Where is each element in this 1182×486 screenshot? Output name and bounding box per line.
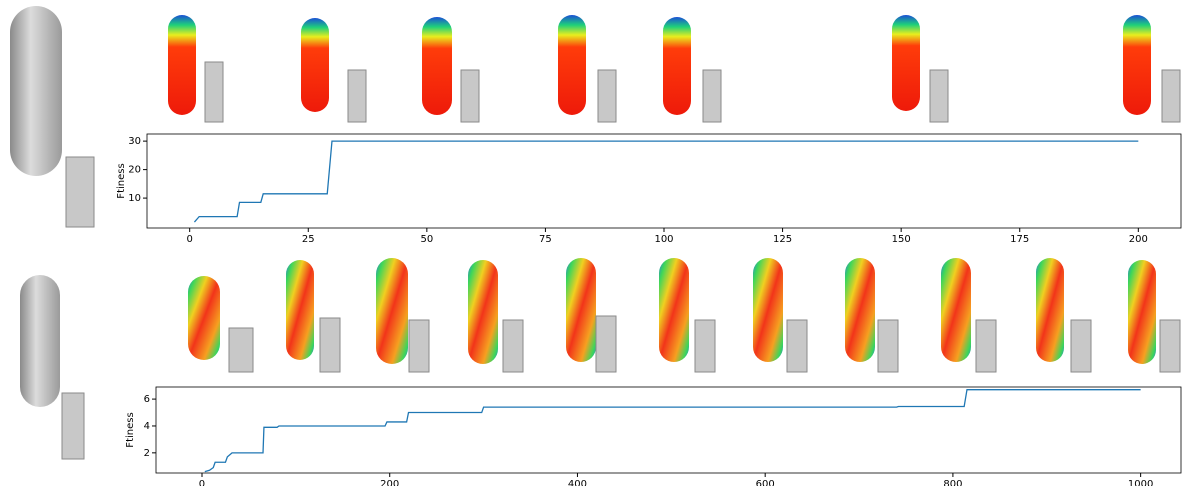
box — [596, 316, 616, 372]
capsule — [286, 260, 314, 360]
capsule — [941, 258, 971, 362]
capsule — [168, 15, 196, 115]
capsule — [376, 258, 408, 364]
shapes-row-1 — [10, 6, 1180, 227]
x-tick-label: 50 — [420, 234, 433, 245]
plot-frame — [156, 387, 1181, 473]
box — [1160, 320, 1180, 372]
y-axis-label: Ftiness — [116, 163, 127, 198]
fitness-line — [205, 390, 1141, 472]
plot-frame — [147, 134, 1181, 228]
capsule — [422, 17, 452, 115]
y-tick-label: 10 — [128, 193, 141, 204]
reference-capsule — [10, 6, 62, 176]
box — [503, 320, 523, 372]
y-tick-label: 30 — [128, 136, 141, 147]
x-tick-label: 100 — [654, 234, 673, 245]
y-tick-label: 20 — [128, 165, 141, 176]
x-tick-label: 25 — [302, 234, 315, 245]
x-tick-label: 175 — [1010, 234, 1029, 245]
x-tick-label: 400 — [568, 479, 587, 486]
y-tick-label: 6 — [144, 394, 150, 405]
capsule — [663, 17, 691, 115]
box — [976, 320, 996, 372]
capsule — [1128, 260, 1156, 364]
x-tick-label: 125 — [773, 234, 792, 245]
box — [1162, 70, 1180, 122]
box — [205, 62, 223, 122]
box — [409, 320, 429, 372]
capsule — [659, 258, 689, 362]
reference-capsule — [20, 275, 60, 407]
reference-box — [66, 157, 94, 227]
capsule — [845, 258, 875, 362]
x-tick-label: 150 — [892, 234, 911, 245]
shapes-row-2 — [20, 258, 1180, 459]
y-axis-label: Ftiness — [125, 412, 136, 447]
box — [878, 320, 898, 372]
box — [703, 70, 721, 122]
capsule — [892, 15, 920, 111]
x-tick-label: 200 — [380, 479, 399, 486]
capsule — [753, 258, 783, 362]
fitness-line — [194, 141, 1138, 222]
capsule — [468, 260, 498, 364]
box — [461, 70, 479, 122]
x-tick-label: 0 — [187, 234, 193, 245]
box — [229, 328, 253, 372]
y-tick-label: 4 — [144, 421, 150, 432]
box — [930, 70, 948, 122]
box — [348, 70, 366, 122]
capsule — [566, 258, 596, 362]
capsule — [1123, 15, 1151, 115]
capsule — [188, 276, 220, 360]
x-tick-label: 200 — [1129, 234, 1148, 245]
capsule — [1036, 258, 1064, 362]
y-tick-label: 2 — [144, 448, 150, 459]
x-tick-label: 1000 — [1128, 479, 1153, 486]
capsule — [301, 18, 329, 112]
box — [695, 320, 715, 372]
box — [320, 318, 340, 372]
x-tick-label: 0 — [199, 479, 205, 486]
reference-box — [62, 393, 84, 459]
capsule — [558, 15, 586, 115]
box — [1071, 320, 1091, 372]
x-tick-label: 600 — [756, 479, 775, 486]
x-tick-label: 75 — [539, 234, 552, 245]
box — [787, 320, 807, 372]
figure: 0 25 50 75 100 125 150 175 200 10 20 30 Ftiness 0 200 4… — [0, 0, 1182, 486]
x-tick-label: 800 — [943, 479, 962, 486]
box — [598, 70, 616, 122]
